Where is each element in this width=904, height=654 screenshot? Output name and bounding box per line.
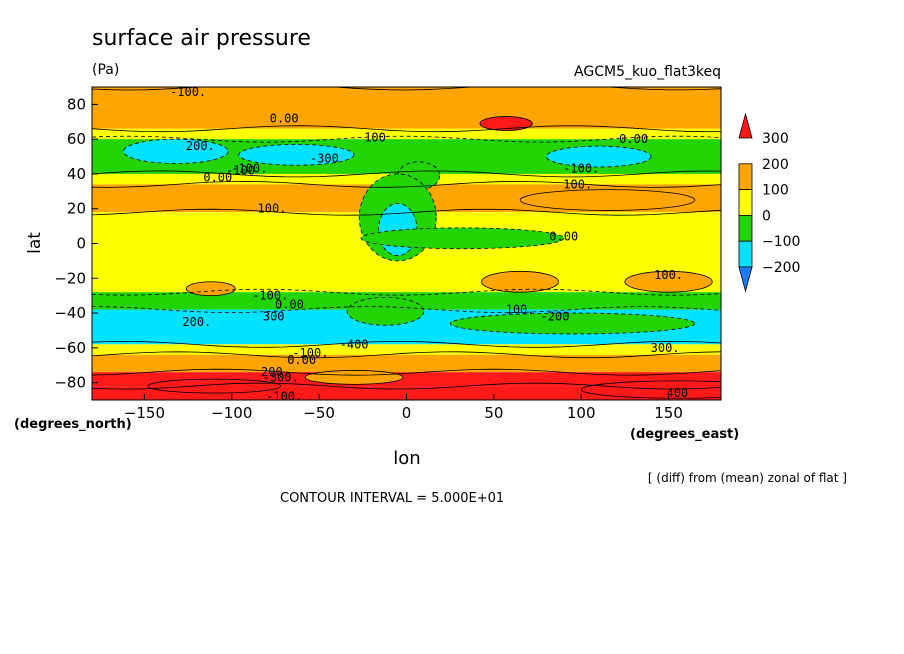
contour-line bbox=[92, 351, 721, 359]
colorbar-label: 100 bbox=[762, 183, 789, 199]
colorbar-swatch bbox=[738, 240, 753, 268]
y-tick-label: 60 bbox=[67, 130, 86, 148]
y-tick-label: 40 bbox=[67, 165, 86, 183]
contour-label: -100. bbox=[252, 289, 288, 303]
y-tick-label: −40 bbox=[54, 304, 86, 322]
x-tick-label: −50 bbox=[303, 404, 335, 422]
contour-line bbox=[92, 382, 721, 390]
contour-line bbox=[92, 170, 721, 178]
contour-cell bbox=[580, 380, 721, 399]
contour-line bbox=[92, 125, 721, 133]
contour-label: 0.00 bbox=[203, 170, 232, 184]
chart-title: surface air pressure bbox=[92, 26, 311, 51]
contour-line bbox=[92, 208, 721, 216]
diff-note: [ (diff) from (mean) zonal of flat ] bbox=[648, 471, 847, 485]
contour-label: 200. bbox=[261, 365, 290, 379]
colorbar: 300 200 100 0 −100 −200 bbox=[738, 112, 800, 293]
contour-cell bbox=[449, 312, 696, 335]
colorbar-arrow-bottom bbox=[738, 266, 753, 293]
contour-band bbox=[92, 128, 721, 140]
x-tick-label: −100 bbox=[211, 404, 252, 422]
contour-cell bbox=[479, 116, 533, 131]
contour-label: -100. bbox=[170, 85, 206, 99]
contour-cell bbox=[519, 189, 696, 211]
y-unit-label: (degrees_north) bbox=[14, 417, 132, 432]
contour-label: 100. bbox=[654, 268, 683, 282]
x-tick-label: 150 bbox=[654, 404, 683, 422]
contour-label: -100. bbox=[266, 390, 302, 404]
y-tick-label: −20 bbox=[54, 269, 86, 287]
x-tick-label: −150 bbox=[124, 404, 165, 422]
contour-label: 100. bbox=[506, 303, 535, 317]
colorbar-swatch bbox=[738, 214, 753, 242]
x-tick-label: 50 bbox=[484, 404, 503, 422]
contour-band bbox=[92, 87, 721, 129]
contour-label: 300. bbox=[651, 341, 680, 355]
contour-cell bbox=[545, 145, 652, 168]
contour-label: -100. bbox=[563, 162, 599, 176]
contour-label: 200. bbox=[186, 139, 215, 153]
contour-line bbox=[92, 180, 721, 188]
x-axis-label: lon bbox=[393, 448, 420, 469]
colorbar-swatch bbox=[738, 189, 753, 216]
colorbar-label: −200 bbox=[762, 260, 800, 276]
colorbar-label: 300 bbox=[762, 131, 789, 147]
contour-label: -100. bbox=[292, 346, 328, 360]
contour-label: 400 bbox=[666, 386, 688, 400]
contour-label: 100. bbox=[563, 177, 592, 191]
y-tick-label: 20 bbox=[67, 200, 86, 218]
contour-cell bbox=[481, 270, 559, 293]
colorbar-label: 200 bbox=[762, 157, 789, 173]
contour-label: 0.00 bbox=[619, 132, 648, 146]
contour-cell bbox=[185, 281, 236, 297]
x-unit-label: (degrees_east) bbox=[630, 427, 739, 442]
contour-label: -300 bbox=[310, 151, 339, 165]
colorbar-arrow-top bbox=[738, 112, 753, 139]
contour-interval: CONTOUR INTERVAL = 5.000E+01 bbox=[280, 491, 504, 506]
colorbar-swatch bbox=[738, 163, 753, 191]
contour-label: -400 bbox=[340, 337, 369, 351]
contour-cell bbox=[147, 378, 282, 394]
contour-cell bbox=[360, 227, 565, 250]
contour-label: -200 bbox=[541, 310, 570, 324]
contour-band bbox=[92, 354, 721, 373]
y-tick-label: −60 bbox=[54, 339, 86, 357]
contour-label: 100. bbox=[258, 202, 287, 216]
x-tick-label: 100 bbox=[567, 404, 596, 422]
contour-line bbox=[92, 368, 721, 376]
y-tick-label: −80 bbox=[54, 374, 86, 392]
y-axis-label: lat bbox=[25, 232, 45, 254]
colorbar-label: 0 bbox=[762, 208, 771, 224]
contour-line bbox=[92, 340, 721, 348]
contour-cell bbox=[346, 297, 425, 326]
contour-label: 300 bbox=[263, 310, 285, 324]
contour-cell bbox=[238, 143, 355, 166]
experiment-label: AGCM5_kuo_flat3keq bbox=[574, 64, 721, 80]
contour-cell bbox=[123, 138, 229, 164]
x-tick-label: 0 bbox=[402, 404, 412, 422]
contour-label: 0.00 bbox=[270, 111, 299, 125]
y-axis: −80 −60 −40 −20 0 20 40 60 80 bbox=[54, 95, 98, 392]
contour-label: -100. bbox=[231, 162, 267, 176]
contour-label: 0.00 bbox=[549, 230, 578, 244]
contour-cell bbox=[624, 270, 713, 293]
contour-label: -100 bbox=[226, 163, 255, 177]
y-tick-label: 0 bbox=[76, 235, 86, 253]
units-label: (Pa) bbox=[92, 62, 119, 78]
contour-label: 0.00 bbox=[275, 297, 304, 311]
contour-label: 0.00 bbox=[287, 353, 316, 367]
contour-label: 100 bbox=[364, 130, 386, 144]
contour-band bbox=[92, 344, 721, 355]
contour-cell bbox=[304, 370, 404, 385]
x-axis: −150 −100 −50 0 50 100 150 bbox=[124, 394, 683, 422]
contour-label: 200. bbox=[182, 315, 211, 329]
colorbar-label: −100 bbox=[762, 234, 800, 250]
y-tick-label: 80 bbox=[67, 95, 86, 113]
contour-label: -300. bbox=[263, 370, 299, 384]
